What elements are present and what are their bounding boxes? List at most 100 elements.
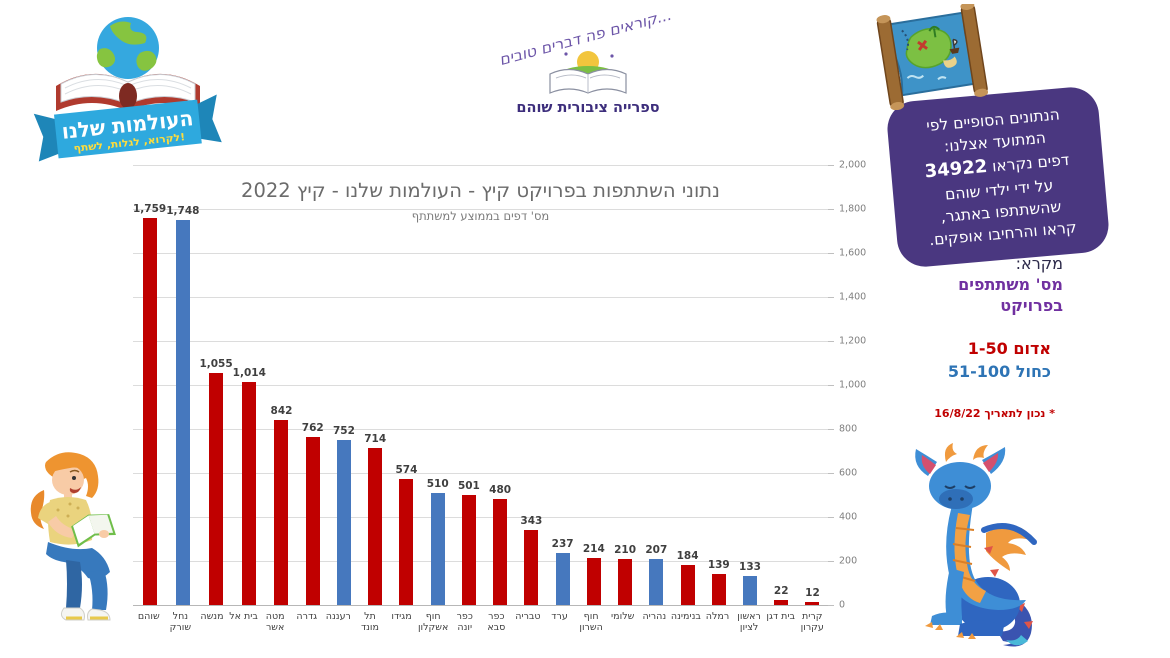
bar-value-label: 714 [364, 432, 387, 445]
y-axis-label: 1,800 [839, 203, 867, 215]
bar-column: 480 [485, 165, 516, 605]
y-axis-label: 1,000 [839, 379, 867, 391]
bar-value-label: 343 [520, 514, 543, 527]
y-axis-label: 1,600 [839, 247, 867, 259]
gridline [133, 209, 828, 210]
bar-column: 752 [328, 165, 359, 605]
bar-column: 574 [391, 165, 422, 605]
bar-category-label: גדרה [296, 611, 318, 622]
chart-title: נתוני השתתפות בפרויקט קיץ - העולמות שלנו… [241, 179, 720, 202]
gridline [133, 297, 828, 298]
bar-column: 1,748 [166, 165, 199, 605]
bar-column: 237 [547, 165, 578, 605]
bar-category-label: ערד [551, 611, 568, 622]
bar-value-label: 842 [270, 404, 293, 417]
gridline [133, 385, 828, 386]
bar-category-label: שלומי [611, 611, 635, 622]
bar [305, 437, 320, 605]
gridline [133, 429, 828, 430]
bar-column: 510 [422, 165, 453, 605]
bar-value-label: 480 [489, 484, 512, 497]
bar-column: 1,759 [133, 165, 166, 605]
bar [743, 575, 757, 605]
bar [399, 478, 414, 605]
bar [680, 564, 695, 605]
x-axis-labels: שוהם נחל שורק מנשה בית אל מטה אשר גדרה רעננה תל… [133, 611, 828, 634]
bar [711, 574, 726, 605]
globe-icon [96, 17, 159, 79]
summary-bubble: הנתונים הסופיים לפי המתועד אצלנו: 34922 … [885, 85, 1111, 269]
y-axis-label: 600 [839, 467, 858, 479]
gridline [133, 517, 828, 518]
bar [430, 492, 445, 605]
bar-value-label: 139 [707, 559, 730, 572]
y-axis-tick [828, 429, 834, 430]
bar-value-label: 762 [301, 422, 324, 435]
y-axis-tick [828, 561, 834, 562]
bar [209, 372, 224, 605]
gridline [133, 253, 828, 254]
bar-column: 22 [766, 165, 797, 605]
bar-column: 343 [516, 165, 547, 605]
bar-value-label: 133 [739, 560, 761, 573]
bar-column: 210 [609, 165, 640, 605]
gridline [133, 341, 828, 342]
bar-column: 207 [641, 165, 672, 605]
library-logo: קוראים פה דברים טובים... ספרייה ציבורית … [478, 2, 698, 117]
green-book-icon [71, 514, 116, 548]
gridline [133, 165, 828, 166]
garden-book-icon [549, 51, 627, 94]
legend-red-range: 1-50 אדום [967, 338, 1051, 358]
chart-subtitle: מס' דפים בממוצע למשתתף [411, 209, 550, 223]
bar-category-label: חוף אשקלון [417, 611, 449, 634]
participation-chart: 0 200 400 600 800 1,000 1,200 1,400 1,600 1,800 2,… [133, 160, 866, 611]
bar-category-label: רמלה [705, 611, 730, 622]
bar-value-label: 207 [645, 544, 668, 557]
bar [175, 220, 190, 605]
bar [368, 447, 383, 605]
bar-value-label: 1,748 [166, 205, 200, 218]
reading-girl-illustration [6, 442, 131, 654]
y-axis-label: 200 [839, 555, 858, 567]
bar-category-label: שוהם [137, 611, 160, 622]
bar-column: 12 [797, 165, 828, 605]
y-axis-label: 400 [839, 511, 858, 523]
y-axis-tick [828, 385, 834, 386]
bar [805, 602, 820, 605]
y-axis-label: 1,200 [839, 335, 867, 347]
bar-column: 184 [672, 165, 703, 605]
bar-category-label: תל מונד [360, 611, 379, 634]
y-axis-label: 800 [839, 423, 858, 435]
bar-category-label: כפר יונה [456, 611, 473, 634]
bar-value-label: 1,759 [133, 203, 167, 216]
legend-title: מקרא: [1015, 254, 1063, 273]
bar-value-label: 210 [614, 543, 637, 556]
gridline [133, 605, 828, 606]
bar [555, 552, 570, 605]
y-axis-tick [828, 473, 834, 474]
bar [461, 494, 476, 605]
bar [649, 559, 664, 605]
bar-column: 139 [703, 165, 734, 605]
dragon-illustration [898, 438, 1058, 653]
bar-value-label: 12 [805, 587, 820, 600]
y-axis-label: 1,400 [839, 291, 867, 303]
bar-category-label: בית דגן [766, 611, 795, 622]
bar [618, 558, 633, 605]
y-axis-tick [828, 253, 834, 254]
bar-value-label: 752 [333, 424, 355, 437]
bar-category-label: טבריה [515, 611, 541, 622]
bar-column: 501 [453, 165, 484, 605]
bar-value-label: 510 [426, 477, 449, 490]
bar-category-label: כפר סבא [487, 611, 506, 634]
legend-subtitle: מס' משתתפים בפרויקט [958, 275, 1063, 315]
bar-category-label: מגידו [391, 611, 412, 622]
y-axis-tick [828, 165, 834, 166]
bar-value-label: 237 [551, 537, 574, 550]
bar-column: 842 [266, 165, 297, 605]
bar-value-label: 574 [395, 463, 418, 476]
y-axis-tick [828, 517, 834, 518]
bar-category-label: מנשה [200, 611, 224, 622]
bar [274, 419, 289, 605]
